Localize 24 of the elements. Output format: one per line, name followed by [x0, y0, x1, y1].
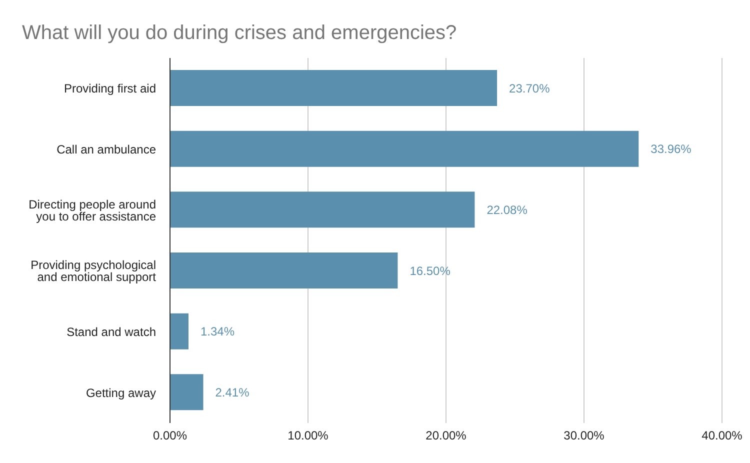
x-tick-label: 20.00% — [426, 428, 467, 443]
x-tick-label: 40.00% — [702, 428, 743, 443]
y-tick-label: Getting away — [86, 386, 156, 400]
data-label: 23.70% — [509, 81, 550, 96]
y-tick-label: Stand and watch — [66, 325, 156, 340]
bar — [170, 130, 639, 167]
bar — [170, 374, 204, 410]
bar — [170, 70, 498, 106]
data-label: 22.08% — [486, 202, 528, 217]
bar — [170, 313, 188, 350]
y-tick-label: Providing first aid — [64, 82, 156, 96]
x-tick-label: 30.00% — [564, 428, 605, 443]
y-tick-label: Providing psychological and emotional support — [30, 258, 157, 284]
chart-title: What will you do during crises and emergencies? — [22, 22, 457, 45]
data-label: 1.34% — [200, 324, 235, 339]
data-label: 33.96% — [650, 142, 692, 156]
x-tick-label: 10.00% — [288, 428, 329, 443]
data-label: 16.50% — [410, 264, 451, 278]
y-tick-label: Directing people around you to offer assistance — [28, 197, 156, 224]
y-tick-label: Call an ambulance — [56, 142, 156, 157]
bar — [170, 252, 398, 288]
bar — [170, 192, 475, 228]
data-label: 2.41% — [215, 385, 250, 400]
x-tick-label: 0.00% — [152, 428, 188, 443]
